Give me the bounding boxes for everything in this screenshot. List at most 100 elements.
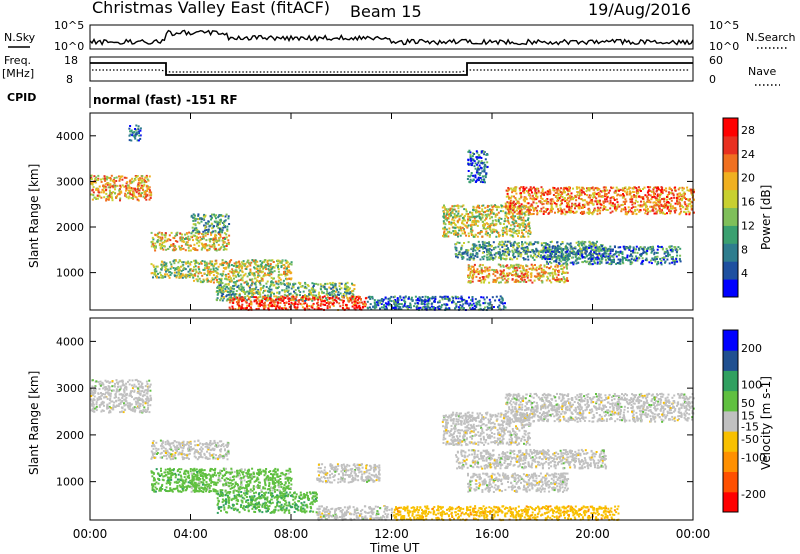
data-cell bbox=[228, 223, 231, 225]
data-cell bbox=[312, 291, 315, 294]
data-cell bbox=[476, 151, 479, 154]
data-cell bbox=[212, 265, 215, 268]
data-cell bbox=[271, 303, 274, 306]
data-cell bbox=[513, 266, 516, 269]
data-cell bbox=[178, 269, 181, 272]
data-cell bbox=[517, 216, 519, 219]
data-cell bbox=[172, 244, 175, 247]
data-cell bbox=[355, 300, 358, 303]
data-cell bbox=[680, 210, 683, 213]
data-cell bbox=[592, 188, 595, 191]
data-cell bbox=[193, 266, 196, 268]
data-cell bbox=[665, 204, 668, 207]
data-cell bbox=[502, 272, 505, 275]
data-cell bbox=[642, 188, 644, 191]
data-cell bbox=[549, 241, 552, 244]
data-cell bbox=[473, 263, 476, 266]
data-cell bbox=[326, 294, 329, 296]
data-cell bbox=[624, 202, 626, 205]
data-cell bbox=[95, 188, 98, 191]
data-cell bbox=[577, 240, 580, 243]
data-cell bbox=[563, 266, 566, 269]
data-cell bbox=[514, 279, 517, 282]
data-cell bbox=[232, 264, 235, 267]
data-cell bbox=[228, 280, 231, 283]
data-cell bbox=[502, 269, 505, 272]
data-cell bbox=[134, 175, 137, 178]
data-cell bbox=[186, 262, 189, 265]
data-cell bbox=[497, 220, 500, 223]
data-cell bbox=[206, 280, 209, 283]
data-cell bbox=[137, 179, 140, 182]
data-cell bbox=[490, 209, 493, 212]
data-cell bbox=[193, 243, 196, 246]
data-cell bbox=[248, 302, 251, 305]
data-cell bbox=[225, 248, 228, 251]
data-cell bbox=[144, 193, 147, 196]
data-cell bbox=[299, 294, 301, 297]
data-cell bbox=[159, 271, 162, 274]
data-cell bbox=[275, 264, 278, 267]
data-cell bbox=[221, 229, 224, 232]
data-cell bbox=[308, 308, 311, 311]
data-cell bbox=[421, 303, 424, 305]
data-cell bbox=[278, 292, 281, 295]
data-cell bbox=[193, 259, 196, 262]
data-cell bbox=[249, 306, 252, 309]
data-cell bbox=[162, 248, 165, 251]
data-cell bbox=[240, 300, 243, 303]
data-cell bbox=[207, 269, 210, 272]
data-cell bbox=[515, 232, 518, 235]
data-cell bbox=[523, 226, 526, 229]
data-cell bbox=[255, 300, 258, 303]
data-cell bbox=[215, 267, 218, 270]
nave-label: Nave bbox=[748, 65, 776, 78]
data-cell bbox=[522, 267, 525, 270]
data-cell bbox=[467, 150, 470, 153]
data-cell bbox=[564, 187, 567, 190]
data-cell bbox=[665, 198, 668, 201]
data-cell bbox=[324, 282, 327, 285]
data-cell bbox=[488, 272, 491, 275]
data-cell bbox=[294, 282, 297, 285]
data-cell bbox=[214, 262, 217, 265]
data-cell bbox=[429, 297, 432, 300]
data-cell bbox=[602, 209, 605, 212]
data-cell bbox=[443, 230, 446, 233]
data-cell bbox=[516, 212, 519, 215]
data-cell bbox=[353, 304, 356, 307]
data-cell bbox=[658, 198, 661, 201]
data-cell bbox=[471, 299, 474, 302]
data-cell bbox=[145, 181, 148, 183]
data-cell bbox=[128, 180, 131, 183]
data-cell bbox=[508, 206, 511, 208]
data-cell bbox=[228, 261, 231, 264]
data-cell bbox=[476, 302, 479, 305]
data-cell bbox=[508, 222, 511, 225]
data-cell bbox=[471, 221, 474, 224]
data-cell bbox=[92, 194, 95, 197]
data-cell bbox=[234, 308, 237, 310]
data-cell bbox=[154, 267, 157, 270]
data-cell bbox=[687, 203, 690, 206]
data-cell bbox=[532, 186, 535, 189]
data-cell bbox=[472, 246, 475, 248]
data-cell bbox=[232, 287, 235, 290]
data-cell bbox=[329, 306, 331, 309]
data-cell bbox=[314, 289, 317, 292]
data-cell bbox=[607, 191, 610, 194]
data-cell bbox=[603, 189, 606, 192]
data-cell bbox=[273, 292, 275, 295]
data-cell bbox=[338, 302, 341, 305]
data-cell bbox=[529, 231, 532, 234]
data-cell bbox=[336, 301, 338, 304]
data-cell bbox=[228, 234, 231, 237]
data-cell bbox=[489, 225, 491, 228]
data-cell bbox=[525, 225, 528, 228]
data-cell bbox=[119, 197, 122, 200]
data-cell bbox=[163, 261, 166, 264]
data-cell bbox=[358, 296, 361, 298]
data-cell bbox=[380, 303, 383, 305]
data-cell bbox=[487, 213, 490, 216]
data-cell bbox=[552, 277, 555, 280]
